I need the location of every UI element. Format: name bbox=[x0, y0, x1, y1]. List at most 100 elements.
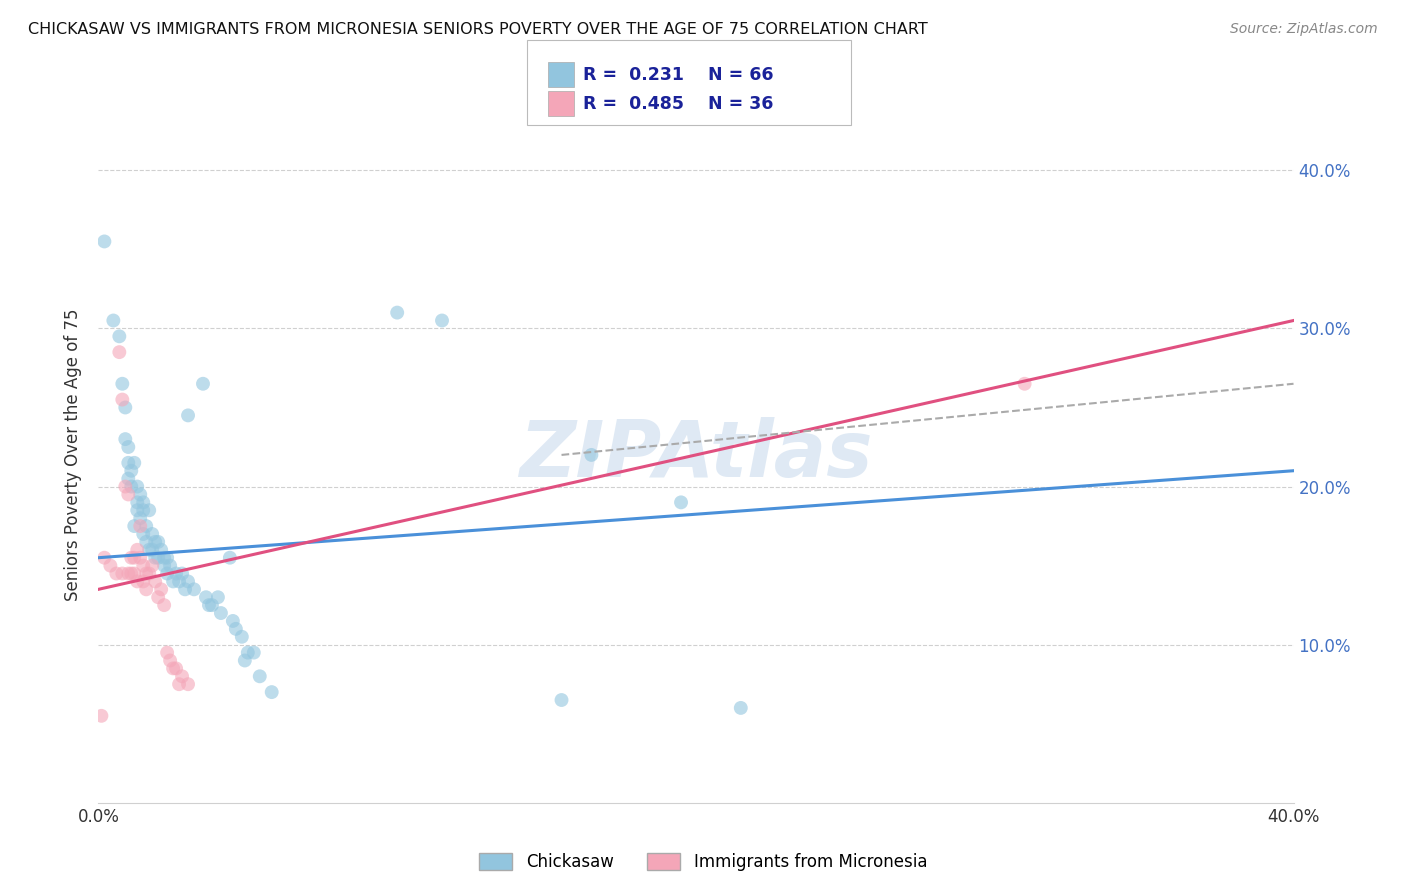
Point bbox=[148, 550, 170, 565]
Point bbox=[207, 591, 229, 605]
Point bbox=[132, 503, 155, 517]
Point bbox=[156, 550, 179, 565]
Point bbox=[222, 614, 245, 628]
Point bbox=[141, 542, 163, 557]
Point bbox=[581, 448, 603, 462]
Point bbox=[177, 574, 200, 589]
Point bbox=[132, 558, 155, 573]
Point bbox=[114, 401, 136, 415]
Point bbox=[117, 440, 139, 454]
Point bbox=[385, 305, 409, 319]
Point bbox=[1014, 376, 1036, 391]
Point bbox=[191, 376, 214, 391]
Point bbox=[198, 598, 221, 612]
Text: CHICKASAW VS IMMIGRANTS FROM MICRONESIA SENIORS POVERTY OVER THE AGE OF 75 CORRE: CHICKASAW VS IMMIGRANTS FROM MICRONESIA … bbox=[28, 22, 928, 37]
Point bbox=[141, 527, 163, 541]
Point bbox=[135, 519, 157, 533]
Point bbox=[167, 677, 190, 691]
Point bbox=[105, 566, 128, 581]
Point bbox=[90, 708, 112, 723]
Point bbox=[117, 487, 139, 501]
Point bbox=[430, 313, 453, 327]
Point bbox=[730, 701, 752, 715]
Point bbox=[195, 591, 218, 605]
Point bbox=[148, 591, 170, 605]
Point bbox=[153, 598, 176, 612]
Point bbox=[93, 235, 115, 249]
Point bbox=[127, 479, 149, 493]
Point bbox=[124, 566, 146, 581]
Point bbox=[150, 582, 173, 597]
Point bbox=[120, 550, 142, 565]
Point bbox=[174, 582, 197, 597]
Point bbox=[148, 534, 170, 549]
Point bbox=[132, 527, 155, 541]
Point bbox=[132, 495, 155, 509]
Point bbox=[550, 693, 572, 707]
Point bbox=[111, 392, 134, 407]
Point bbox=[124, 519, 146, 533]
Point bbox=[201, 598, 224, 612]
Point bbox=[172, 669, 194, 683]
Point bbox=[162, 574, 184, 589]
Point bbox=[129, 487, 152, 501]
Point bbox=[127, 503, 149, 517]
Point bbox=[143, 534, 166, 549]
Point bbox=[93, 550, 115, 565]
Point bbox=[141, 558, 163, 573]
Point bbox=[243, 646, 266, 660]
Point bbox=[127, 542, 149, 557]
Point bbox=[260, 685, 283, 699]
Legend: Chickasaw, Immigrants from Micronesia: Chickasaw, Immigrants from Micronesia bbox=[471, 845, 935, 880]
Point bbox=[153, 558, 176, 573]
Point bbox=[100, 558, 122, 573]
Point bbox=[120, 479, 142, 493]
Point bbox=[114, 479, 136, 493]
Point bbox=[669, 495, 692, 509]
Point bbox=[127, 574, 149, 589]
Point bbox=[143, 574, 166, 589]
Point bbox=[165, 566, 187, 581]
Point bbox=[129, 511, 152, 525]
Text: ZIPAtlas: ZIPAtlas bbox=[519, 417, 873, 493]
Point bbox=[225, 622, 247, 636]
Point bbox=[124, 550, 146, 565]
Point bbox=[117, 456, 139, 470]
Point bbox=[111, 376, 134, 391]
Point bbox=[114, 432, 136, 446]
Point bbox=[132, 574, 155, 589]
Text: Source: ZipAtlas.com: Source: ZipAtlas.com bbox=[1230, 22, 1378, 37]
Point bbox=[209, 606, 232, 620]
Point bbox=[177, 677, 200, 691]
Point bbox=[231, 630, 253, 644]
Point bbox=[172, 566, 194, 581]
Point bbox=[156, 566, 179, 581]
Point bbox=[111, 566, 134, 581]
Point bbox=[165, 661, 187, 675]
Point bbox=[127, 495, 149, 509]
Point bbox=[162, 661, 184, 675]
Point bbox=[153, 550, 176, 565]
Point bbox=[150, 542, 173, 557]
Point bbox=[167, 574, 190, 589]
Point bbox=[129, 550, 152, 565]
Point bbox=[177, 409, 200, 423]
Point bbox=[120, 464, 142, 478]
Point bbox=[236, 646, 259, 660]
Point bbox=[138, 503, 160, 517]
Point bbox=[183, 582, 205, 597]
Point bbox=[135, 534, 157, 549]
Point bbox=[159, 653, 181, 667]
Point bbox=[117, 472, 139, 486]
Point bbox=[159, 558, 181, 573]
Point bbox=[233, 653, 256, 667]
Point bbox=[156, 646, 179, 660]
Point bbox=[138, 542, 160, 557]
Point bbox=[108, 345, 131, 359]
Point bbox=[124, 456, 146, 470]
Point bbox=[108, 329, 131, 343]
Point bbox=[103, 313, 125, 327]
Point bbox=[249, 669, 271, 683]
Point bbox=[143, 550, 166, 565]
Text: R =  0.231    N = 66: R = 0.231 N = 66 bbox=[583, 66, 773, 84]
